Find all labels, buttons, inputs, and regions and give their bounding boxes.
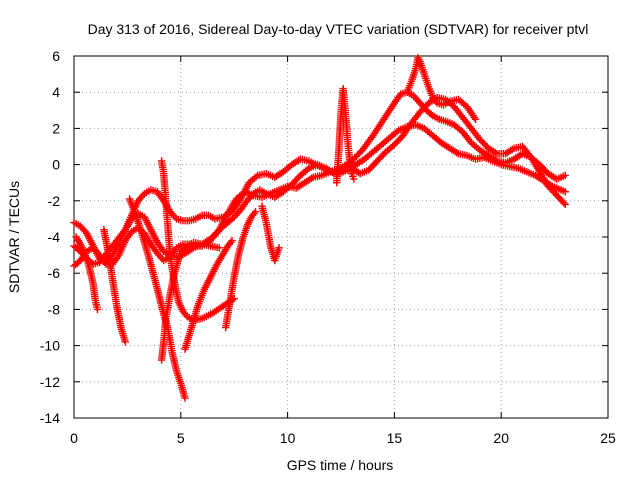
data-point <box>350 175 358 183</box>
x-tick-label: 10 <box>280 430 296 446</box>
y-tick-label: 0 <box>52 157 60 173</box>
y-tick-label: -2 <box>48 193 61 209</box>
data-point <box>215 244 223 252</box>
data-point <box>561 188 569 196</box>
data-point <box>121 338 129 346</box>
series-sat-m <box>403 54 480 124</box>
data-point <box>251 207 260 216</box>
x-axis-label: GPS time / hours <box>287 457 394 473</box>
data-point <box>561 171 569 180</box>
series-sat-h <box>157 238 223 364</box>
x-tick-label: 15 <box>387 430 403 446</box>
data-point <box>561 200 569 209</box>
series-sat-l <box>333 84 358 187</box>
y-tick-label: -14 <box>40 410 60 426</box>
x-tick-label: 25 <box>600 430 616 446</box>
data-point <box>471 115 480 124</box>
data-series <box>70 54 569 402</box>
y-tick-label: -12 <box>40 374 60 390</box>
y-tick-label: -10 <box>40 338 60 354</box>
data-point <box>93 305 102 314</box>
y-tick-label: -4 <box>48 229 61 245</box>
y-axis-label: SDTVAR / TECUs <box>6 181 22 293</box>
x-tick-label: 0 <box>70 430 78 446</box>
y-tick-label: 4 <box>52 84 60 100</box>
y-tick-label: 6 <box>52 48 60 64</box>
series-sat-k <box>258 202 283 265</box>
y-tick-label: 2 <box>52 120 60 136</box>
data-point <box>275 244 283 252</box>
y-tick-label: -8 <box>48 301 61 317</box>
data-point <box>181 394 189 402</box>
series-sat-d <box>72 233 102 314</box>
axis-ticks <box>73 55 609 419</box>
data-point <box>347 169 356 178</box>
series-sat-j <box>221 207 260 332</box>
series-sat-f <box>125 195 189 402</box>
series-sat-e <box>100 226 129 346</box>
y-tick-label: -6 <box>48 265 61 281</box>
data-point <box>228 236 236 245</box>
chart-title: Day 313 of 2016, Sidereal Day-to-day VTE… <box>88 21 589 37</box>
x-tick-label: 20 <box>493 430 509 446</box>
interp-marker <box>349 172 357 181</box>
series-sat-i <box>181 236 236 353</box>
x-tick-label: 5 <box>177 430 185 446</box>
